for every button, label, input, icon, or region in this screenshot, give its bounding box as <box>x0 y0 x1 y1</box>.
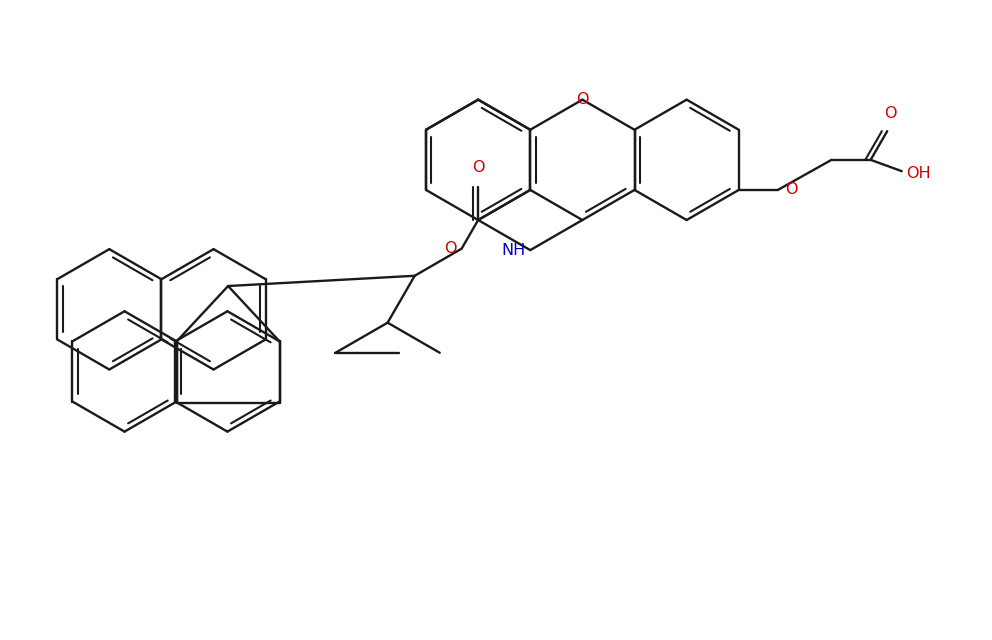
Text: NH: NH <box>501 243 526 258</box>
Text: O: O <box>576 92 588 107</box>
Text: O: O <box>884 106 897 122</box>
Text: OH: OH <box>907 166 931 180</box>
Text: O: O <box>785 182 798 197</box>
Text: O: O <box>444 241 456 256</box>
Text: O: O <box>472 160 484 175</box>
